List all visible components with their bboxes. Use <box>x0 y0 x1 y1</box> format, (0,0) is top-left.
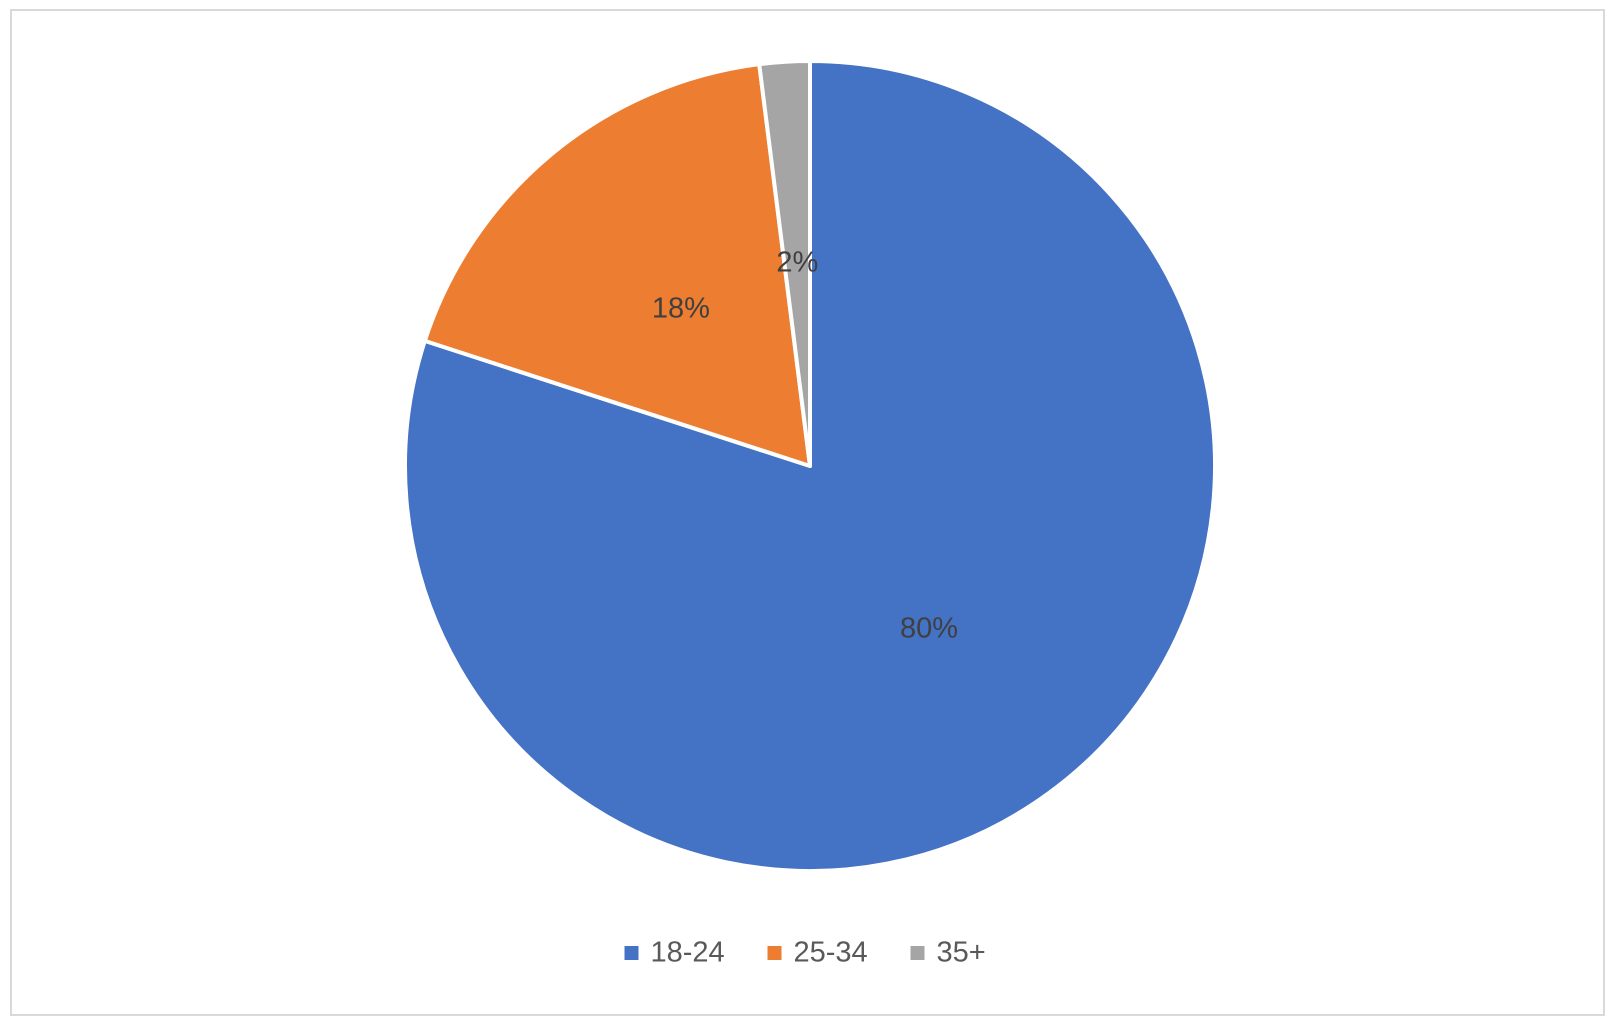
legend-label: 35+ <box>937 937 986 969</box>
legend-swatch <box>767 946 782 960</box>
pie-slice <box>757 59 812 468</box>
legend-swatch <box>624 946 639 960</box>
data-label: 18% <box>652 293 710 325</box>
pie <box>403 59 1217 873</box>
legend-item: 25-34 <box>767 937 868 969</box>
data-label: 80% <box>900 612 958 644</box>
legend-swatch <box>910 946 925 960</box>
pie-slice <box>422 62 812 468</box>
legend-item: 35+ <box>910 937 986 969</box>
legend-label: 18-24 <box>651 937 725 969</box>
legend-item: 18-24 <box>624 937 725 969</box>
data-label: 2% <box>776 247 818 279</box>
data-labels: 80% 18% 2% <box>652 247 958 645</box>
legend-label: 25-34 <box>794 937 868 969</box>
legend: 18-24 25-34 35+ <box>624 937 986 969</box>
